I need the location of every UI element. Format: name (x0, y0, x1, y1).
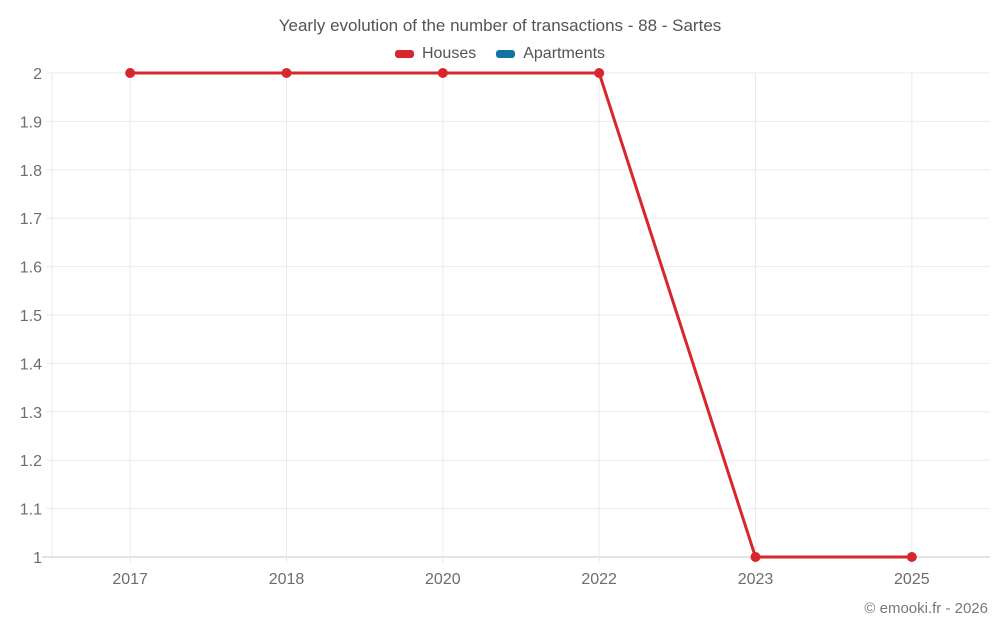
legend-item-houses[interactable]: Houses (394, 45, 477, 63)
y-tick-label: 1.1 (20, 502, 42, 519)
legend-label: Apartments (523, 45, 606, 62)
y-tick-label: 1.3 (20, 405, 42, 422)
data-point-houses (125, 68, 136, 78)
data-point-houses (906, 552, 917, 562)
legend-item-apartments[interactable]: Apartments (496, 45, 605, 63)
x-tick-label: 2017 (112, 571, 148, 588)
data-point-houses (594, 68, 605, 78)
copyright: © emooki.fr - 2026 (864, 600, 988, 617)
data-point-houses (437, 68, 448, 78)
x-tick-label: 2023 (738, 571, 774, 588)
legend-label: Houses (421, 45, 477, 62)
data-point-houses (281, 68, 292, 78)
x-tick-label: 2022 (581, 571, 617, 588)
y-tick-label: 2 (33, 66, 42, 83)
series-line-houses (130, 71, 912, 559)
y-tick-label: 1.5 (20, 308, 42, 325)
legend: Houses Apartments (0, 45, 1000, 63)
x-tick-label: 2025 (894, 571, 930, 588)
x-tick-label: 2018 (269, 571, 305, 588)
chart-title: Yearly evolution of the number of transa… (278, 16, 722, 35)
y-tick-label: 1 (33, 550, 42, 567)
legend-swatch-apartments (496, 50, 516, 58)
y-tick-label: 1.6 (20, 260, 42, 277)
data-point-houses (750, 552, 761, 562)
y-tick-label: 1.2 (20, 453, 42, 470)
x-tick-label: 2020 (425, 571, 461, 588)
legend-swatch-houses (394, 50, 414, 58)
y-tick-label: 1.7 (20, 211, 42, 228)
y-tick-label: 1.9 (20, 114, 42, 131)
y-tick-label: 1.8 (20, 163, 42, 180)
y-tick-label: 1.4 (20, 356, 42, 373)
